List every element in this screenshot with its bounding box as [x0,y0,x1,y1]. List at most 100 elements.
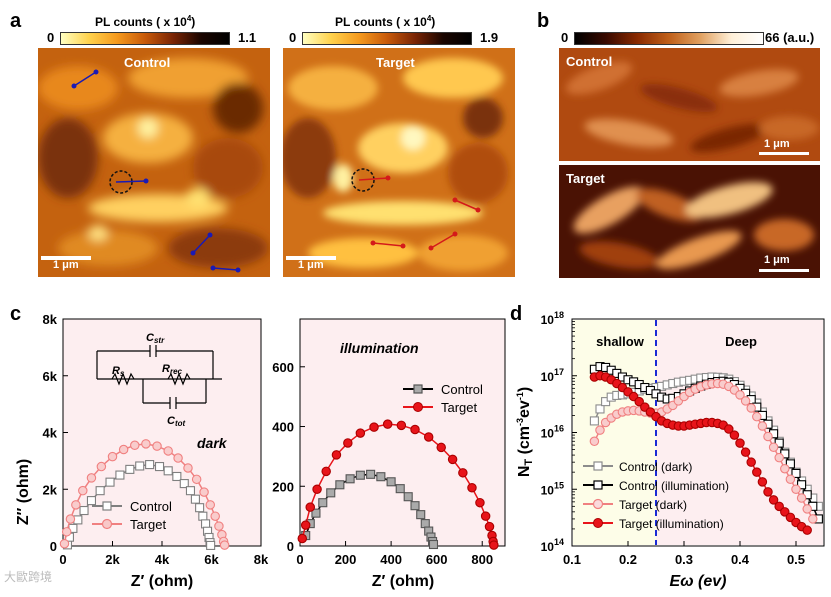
data-point [774,501,784,512]
eis-illumination-chart: 0 200 400 600 800 0 200 400 600 Z′ (ohm) illumin… [272,318,506,590]
trap-density-xlabel: Eω (ev) [670,573,727,590]
data-point [95,486,105,496]
data-point [763,431,773,442]
data-point [634,396,644,407]
panel-letter-d: d [510,303,523,325]
pl-colorbar-right [302,32,472,45]
y-tick-label: 1017 [541,367,564,384]
data-point [78,485,88,496]
data-point [355,428,366,438]
y-tick-label: 400 [272,420,294,435]
data-point [416,510,426,520]
equivalent-circuit [96,345,222,409]
map-title-target: Target [376,55,415,70]
x-tick-label: 0.1 [563,552,581,567]
data-point [423,432,434,442]
kpfm-scale-label-target: 1 μm [764,254,790,266]
legend-label-control-dark: Control [130,499,172,514]
data-point [458,468,468,478]
pl-colorbar-left [60,32,230,45]
kpfm-colorbar [574,32,764,45]
data-point [808,514,818,524]
y-tick-label: 0 [50,539,57,554]
data-point [366,469,376,479]
data-point [321,466,331,477]
scale-bar-label-control: 1 μm [53,259,79,271]
data-point [376,472,386,482]
data-point [467,483,477,493]
y-tick-label: 1014 [541,537,564,554]
data-point [205,500,216,510]
data-point [96,461,107,472]
trap-density-legend: Control (dark) Control (illumination) Ta… [583,460,729,531]
x-tick-label: 800 [471,552,493,567]
data-point [185,486,196,496]
watermark: 大歐跨境 [4,570,53,584]
data-point [785,459,795,469]
pl-colorbar-max-right: 1.9 [480,30,499,45]
data-point [410,501,420,511]
eis-dark-legend: Control Target [92,499,172,532]
data-point [396,420,407,431]
eis-dark-condition: dark [197,435,228,451]
data-point [475,497,485,508]
data-point [740,447,751,457]
x-tick-label: 0 [296,552,303,567]
kpfm-colorbar-min: 0 [561,30,569,45]
x-tick-label: 0.4 [731,552,750,567]
data-point [768,495,779,505]
circuit-label-rrec: Rrec [162,363,183,376]
data-point [345,474,355,484]
pl-colorbar-title-left: PL counts ( x 104) [95,14,196,29]
data-point [484,521,495,532]
data-point [107,451,118,462]
pl-colorbar-max-left: 1.1 [238,30,257,45]
scale-bar-label-target: 1 μm [298,259,324,271]
data-point [105,477,115,487]
data-point [335,480,345,490]
data-point [118,444,129,455]
eis-illum-legend: Control Target [403,382,483,415]
data-point [297,533,308,544]
data-point [382,419,393,429]
data-point [331,450,342,460]
data-point [179,479,189,489]
data-point [59,538,70,549]
y-tick-label: 600 [272,360,294,375]
data-point [436,442,446,453]
data-point [191,474,202,485]
panel-letter-c: c [10,303,22,325]
eis-dark-ylabel: Z″ (ohm) [15,459,32,525]
data-point [141,439,151,449]
trap-density-chart: 0.1 0.2 0.3 0.4 0.5 1014 1015 1016 1017 1018 shal… [515,310,825,590]
data-point [61,527,72,537]
data-point [763,487,773,497]
data-point [355,470,365,480]
data-point [135,461,145,471]
y-tick-label: 4k [43,426,58,441]
data-point [125,464,135,474]
kpfm-map-control [559,48,820,161]
data-point [791,484,801,495]
data-point [172,471,182,482]
x-tick-label: 2k [105,552,120,567]
kpfm-scale-label-control: 1 μm [764,138,790,150]
data-point [115,470,125,480]
data-point [173,453,183,463]
data-point [312,484,322,495]
data-point [785,474,796,485]
x-tick-label: 8k [254,552,269,567]
y-tick-label: 8k [43,312,58,327]
data-point [595,404,605,414]
x-tick-label: 0.2 [619,552,637,567]
data-point [757,421,768,431]
data-point [797,480,807,490]
data-point [343,438,353,448]
legend-label-control-illum: Control [441,382,483,397]
data-point [403,492,413,502]
legend-label-target-illum-nt: Target (illumination) [619,517,724,531]
data-point [589,416,599,426]
kpfm-colorbar-max: 66 (a.u.) [765,30,815,45]
legend-label-target-dark: Target [130,517,167,532]
eis-dark-chart: 0 2k 4k 6k 8k 0 2k 4k 6k 8k Z″ (ohm) Z′ (ohm) dar… [15,312,269,590]
